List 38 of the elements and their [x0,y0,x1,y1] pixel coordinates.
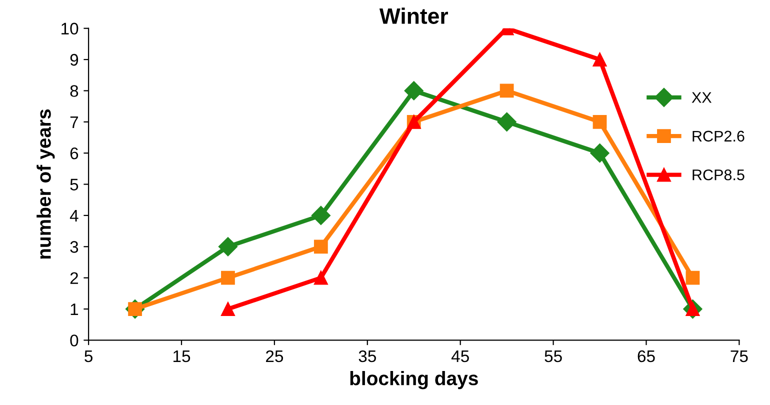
x-tick-label: 5 [84,350,92,362]
x-tick-label: 25 [266,350,284,362]
point [592,52,607,66]
point [218,237,238,256]
point [497,112,516,132]
point [314,240,328,254]
x-tick-label: 65 [638,350,655,362]
point [314,270,328,285]
y-tick-label: 10 [62,22,78,35]
x-tick-label: 35 [358,350,376,362]
y-tick-label: 5 [70,178,78,190]
y-tick-label: 8 [70,85,78,97]
point [404,81,424,100]
y-tick-label: 1 [70,304,78,316]
y-tick-label: 2 [70,272,78,284]
y-tick-label: 7 [70,116,78,128]
y-tick-label: 9 [70,54,78,66]
y-axis-title: number of years [36,109,55,259]
point [500,84,514,98]
x-axis-title: blocking days [350,371,478,390]
point [590,144,610,163]
point [221,302,235,316]
y-tick-label: 6 [70,147,78,160]
y-tick-label: 3 [70,241,78,253]
point [686,270,700,285]
point [311,206,330,225]
y-tick-label: 4 [70,210,78,222]
x-tick-label: 55 [544,350,562,362]
legend-label: RCP8.5 [692,169,744,180]
x-tick-label: 45 [451,350,469,362]
point [592,114,607,129]
chart-title: Winter [379,8,448,24]
x-tick-label: 75 [730,350,748,362]
legend-label: RCP2.6 [692,130,744,142]
x-tick-label: 15 [174,350,190,362]
y-tick-label: 0 [70,334,78,346]
point [221,270,235,285]
legend-label: XX [692,92,712,103]
